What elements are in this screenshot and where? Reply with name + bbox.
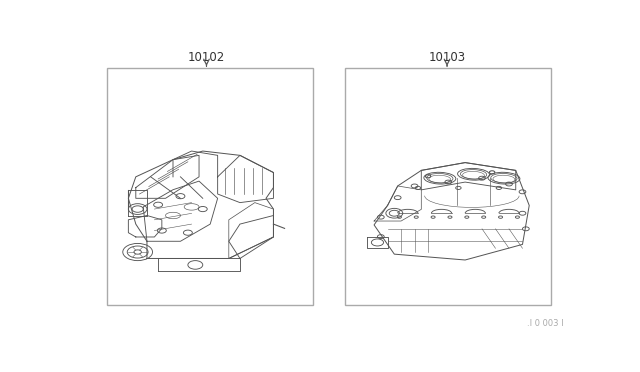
Text: .I 0 003 I: .I 0 003 I xyxy=(527,318,564,328)
Text: 10102: 10102 xyxy=(188,51,225,64)
Bar xyxy=(346,68,551,305)
Bar xyxy=(108,68,313,305)
Text: 10103: 10103 xyxy=(428,51,466,64)
